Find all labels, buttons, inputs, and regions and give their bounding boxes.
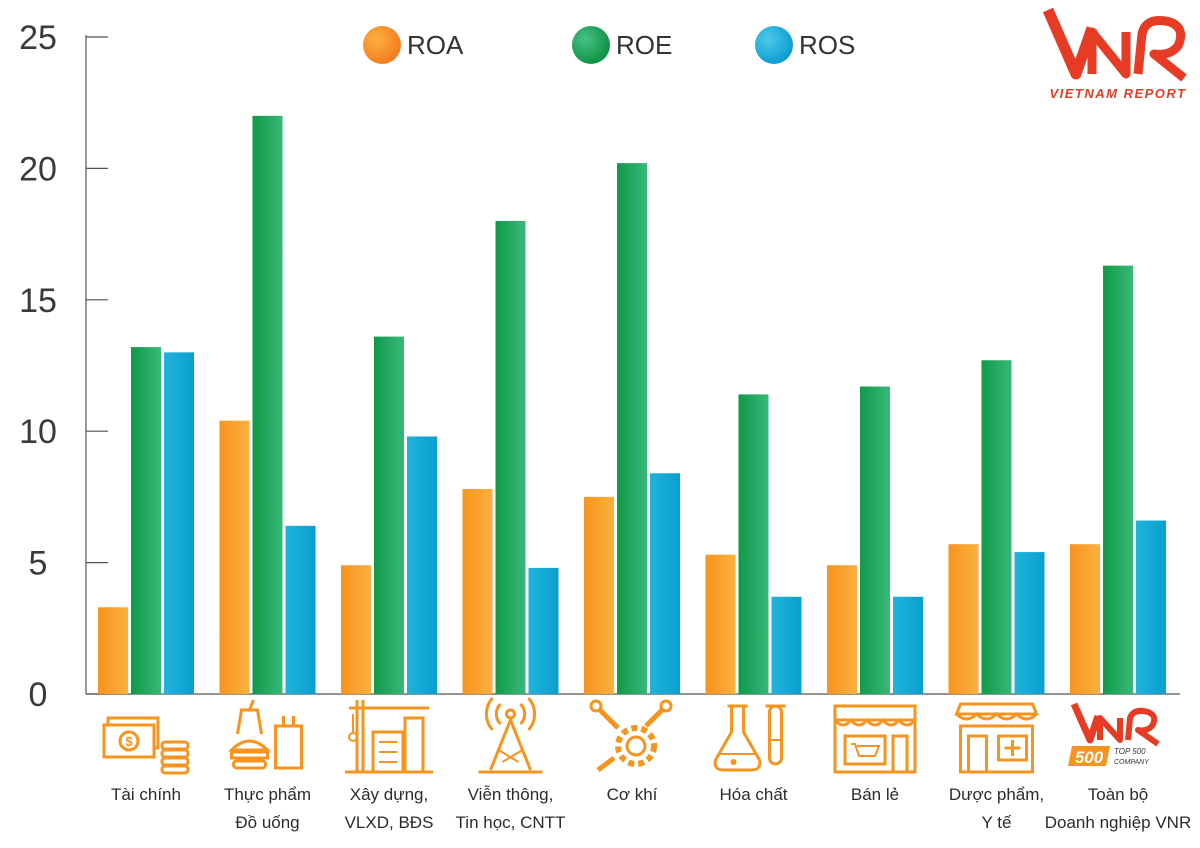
legend-label: ROA xyxy=(407,30,464,60)
category-label: Cơ khí xyxy=(607,785,658,804)
bar-ros xyxy=(650,473,680,694)
legend-swatch-ros xyxy=(755,26,793,64)
legend-label: ROE xyxy=(616,30,672,60)
category-label: Y tế xyxy=(982,813,1012,832)
telecom-tower-icon xyxy=(478,697,543,774)
bar-roa xyxy=(462,489,493,694)
y-tick-label: 5 xyxy=(29,545,48,583)
y-tick-label: 15 xyxy=(19,282,57,320)
bar-ros xyxy=(1136,520,1166,694)
bar-roe xyxy=(981,360,1012,694)
bar-ros xyxy=(893,596,923,694)
bar-roe xyxy=(1103,265,1133,694)
bar-ros xyxy=(528,567,559,694)
category-label: VLXD, BĐS xyxy=(345,813,434,832)
legend-swatch-roa xyxy=(363,26,401,64)
bar-ros xyxy=(285,525,316,694)
bar-roe xyxy=(252,115,283,695)
bar-roe xyxy=(374,336,404,694)
bar-roa xyxy=(98,607,128,694)
category-label: Dược phẩm, xyxy=(949,785,1044,804)
bar-roe xyxy=(495,220,526,694)
category-label: Tin học, CNTT xyxy=(456,813,566,832)
bar-roe xyxy=(738,394,769,694)
bar-roe xyxy=(617,163,647,695)
bar-roa xyxy=(341,565,371,694)
y-tick-label: 25 xyxy=(19,19,57,57)
bar-roa xyxy=(827,565,857,694)
bar-roe xyxy=(131,347,161,694)
svg-text:$: $ xyxy=(125,734,133,749)
vnr-logo-icon: VIETNAM REPORT xyxy=(1042,7,1187,101)
gears-tools-icon xyxy=(589,699,673,772)
bar-roa xyxy=(584,496,614,694)
y-tick-label: 0 xyxy=(29,676,48,714)
pharmacy-icon xyxy=(954,702,1039,774)
bar-roa xyxy=(705,554,736,694)
food-drink-icon xyxy=(227,699,303,770)
category-label: Bán lẻ xyxy=(851,785,899,804)
category-label: Tài chính xyxy=(111,785,181,804)
category-label: Hóa chất xyxy=(719,785,787,804)
y-tick-label: 10 xyxy=(19,413,57,451)
category-icons: $ xyxy=(102,697,1160,775)
badge-number: 500 xyxy=(1075,748,1104,767)
chemistry-flask-icon xyxy=(713,704,786,772)
y-tick-label: 20 xyxy=(19,150,57,188)
category-labels: Tài chính Thực phẩm Đồ uống Xây dựng, VLXD, … xyxy=(111,785,1191,832)
bar-ros xyxy=(1014,552,1045,694)
bar-roa xyxy=(219,420,250,694)
bar-roe xyxy=(860,386,890,694)
category-label: Doanh nghiệp VNR xyxy=(1045,813,1191,832)
category-label: Viễn thông, xyxy=(468,785,554,804)
category-label: Đồ uống xyxy=(235,813,299,832)
vnr500-badge-icon: 500 TOP 500 COMPANY xyxy=(1068,702,1160,767)
bar-ros xyxy=(771,596,802,694)
category-label: Toàn bộ xyxy=(1088,785,1149,804)
legend: ROA ROE ROS xyxy=(363,26,855,64)
category-label: Xây dựng, xyxy=(350,785,428,804)
logo-caption: VIETNAM REPORT xyxy=(1049,86,1186,101)
badge-caption-top: TOP 500 xyxy=(1114,747,1146,756)
category-label: Thực phẩm xyxy=(224,785,311,804)
bar-ros xyxy=(164,352,194,694)
bar-roa xyxy=(1070,544,1100,694)
badge-caption-bottom: COMPANY xyxy=(1114,759,1150,766)
bar-ros xyxy=(407,436,437,694)
vnr-logo: VIETNAM REPORT xyxy=(1042,4,1194,104)
construction-icon xyxy=(345,700,433,774)
bar-roa xyxy=(948,544,979,694)
legend-label: ROS xyxy=(799,30,855,60)
retail-store-icon xyxy=(833,704,917,774)
legend-swatch-roe xyxy=(572,26,610,64)
bars xyxy=(98,115,1166,695)
money-icon: $ xyxy=(102,716,190,775)
